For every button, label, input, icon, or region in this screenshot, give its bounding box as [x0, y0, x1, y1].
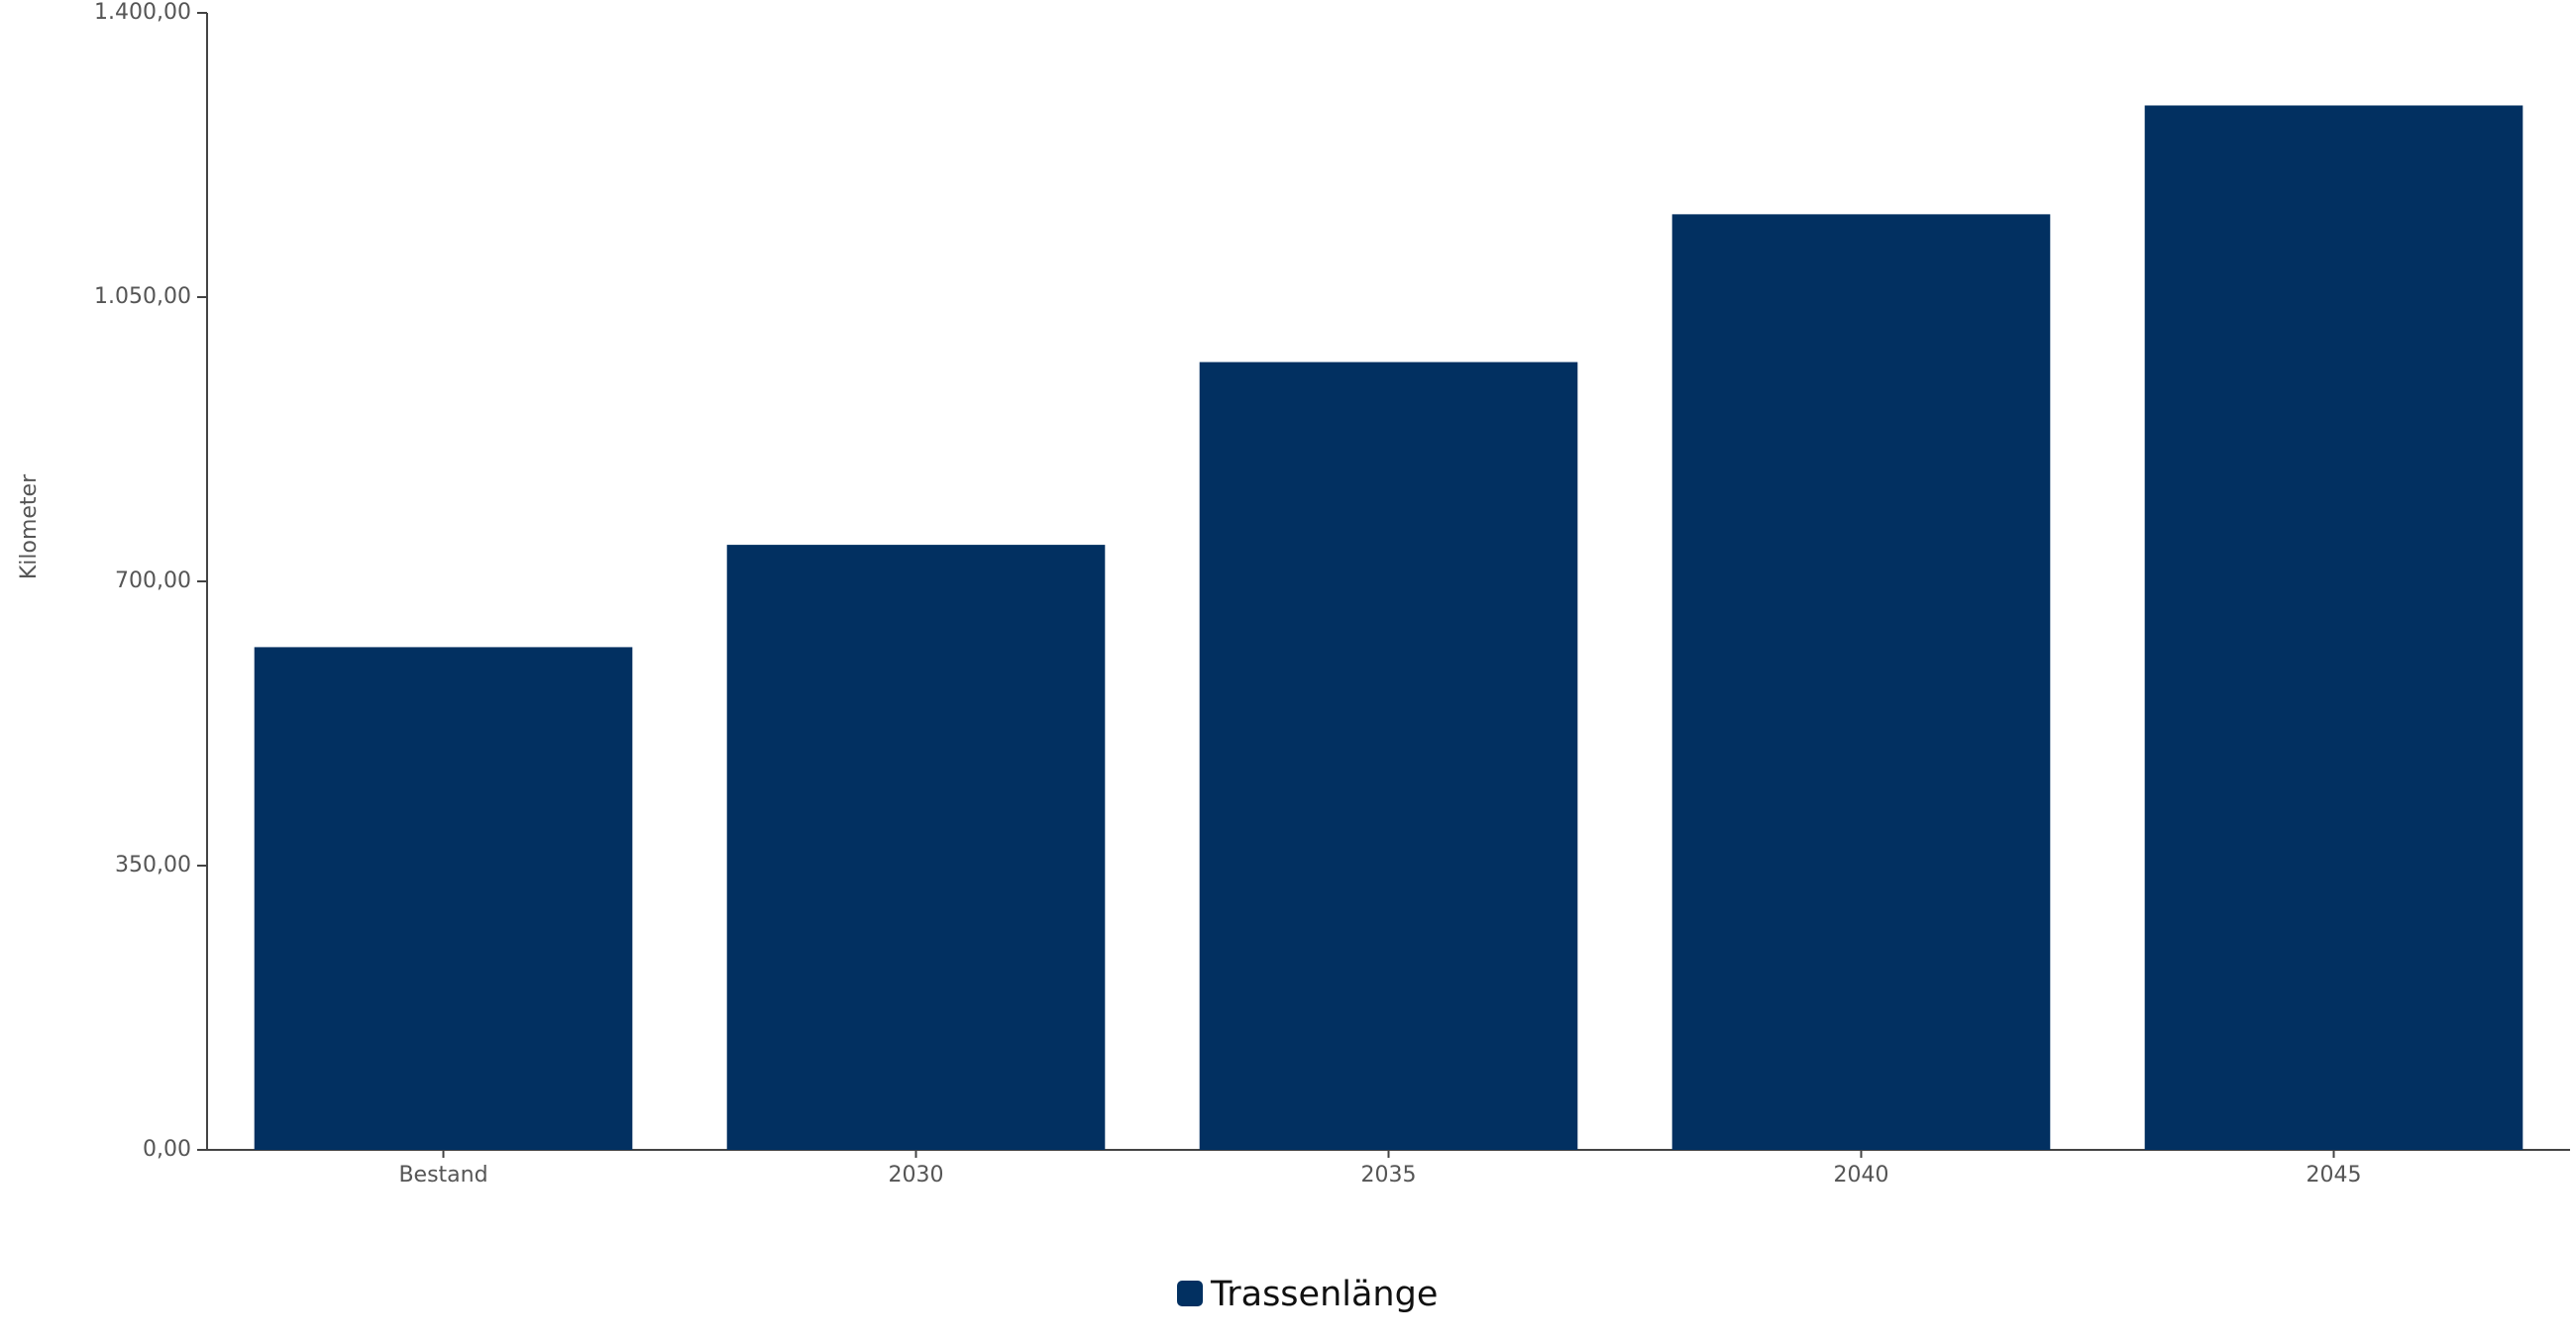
x-tick-label: 2045 [2307, 1163, 2362, 1188]
bar [1671, 214, 2051, 1151]
x-tick-label: 2030 [889, 1163, 944, 1188]
bar [2144, 105, 2523, 1151]
bar [254, 647, 633, 1150]
x-tick-label: 2035 [1361, 1163, 1417, 1188]
legend-label: Trassenlänge [1210, 1275, 1438, 1314]
y-tick-label: 700,00 [115, 568, 191, 593]
y-tick-label: 0,00 [143, 1137, 191, 1162]
y-axis-title: Kilometer [17, 473, 42, 579]
y-tick-label: 1.050,00 [94, 284, 191, 309]
bar [1199, 362, 1578, 1151]
bar [726, 545, 1106, 1150]
x-tick-label: 2040 [1834, 1163, 1889, 1188]
legend-swatch [1177, 1281, 1203, 1306]
y-tick-label: 1.400,00 [94, 0, 191, 25]
y-tick-label: 350,00 [115, 853, 191, 878]
x-tick-label: Bestand [398, 1163, 487, 1188]
